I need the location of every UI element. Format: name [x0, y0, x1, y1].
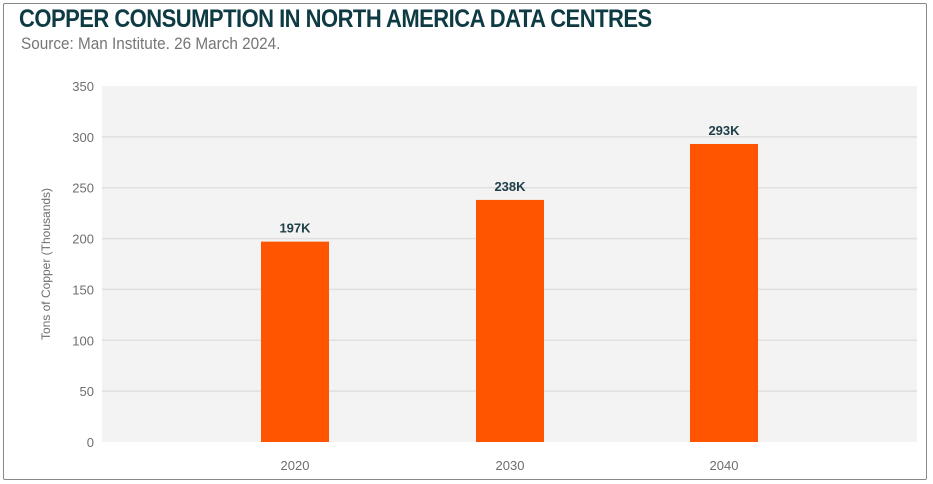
y-tick-label: 200 — [72, 232, 94, 247]
x-tick-label: 2040 — [710, 458, 739, 473]
chart-frame — [3, 3, 927, 480]
bar-2040 — [690, 143, 758, 442]
chart-title: COPPER CONSUMPTION IN NORTH AMERICA DATA… — [19, 5, 652, 33]
y-tick-label: 50 — [80, 384, 94, 399]
data-label-2020: 197K — [279, 221, 311, 236]
y-tick-label: 100 — [72, 333, 94, 348]
data-label-2030: 238K — [494, 179, 526, 194]
y-tick-label: 350 — [72, 79, 94, 94]
y-tick-label: 0 — [87, 435, 94, 450]
x-tick-label: 2020 — [281, 458, 310, 473]
bar-2030 — [476, 199, 544, 442]
bar-2020 — [261, 241, 329, 442]
chart-subtitle: Source: Man Institute. 26 March 2024. — [21, 34, 281, 53]
y-tick-label: 250 — [72, 181, 94, 196]
y-axis-ticks: 0 50 100 150 200 250 300 350 — [72, 79, 94, 450]
bars: 197K 238K 293K — [261, 123, 758, 442]
y-axis-label: Tons of Copper (Thousands) — [39, 188, 53, 340]
y-tick-label: 150 — [72, 282, 94, 297]
data-label-2040: 293K — [708, 123, 740, 138]
x-tick-label: 2030 — [496, 458, 525, 473]
x-axis-ticks: 2020 2030 2040 — [281, 458, 739, 473]
y-tick-label: 300 — [72, 130, 94, 145]
